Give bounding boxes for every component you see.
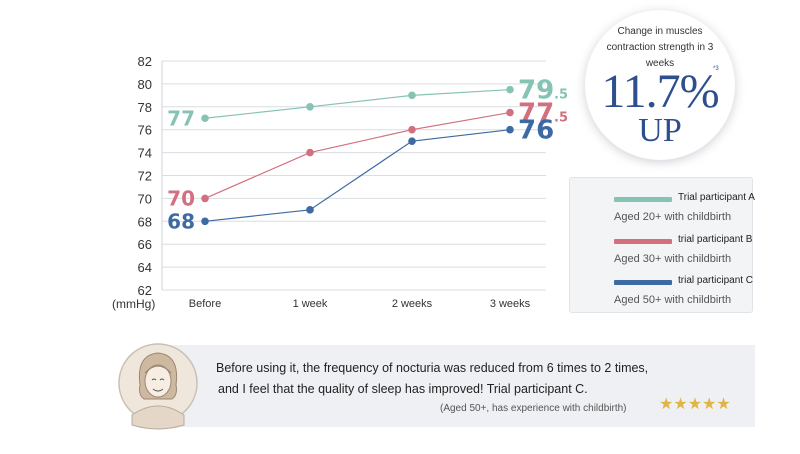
legend-swatch-c [614, 280, 672, 285]
data-point [306, 103, 314, 111]
start-value-label: 68 [167, 209, 195, 233]
y-axis-unit: (mmHg) [112, 297, 156, 311]
y-tick-label: 64 [138, 260, 152, 275]
y-tick-label: 76 [138, 123, 152, 138]
end-value-fraction: .5 [554, 88, 568, 103]
reviewer-avatar-icon [118, 343, 198, 430]
badge-direction: UP [638, 112, 682, 149]
y-tick-label: 74 [138, 146, 152, 161]
badge-percent: 11.7% [601, 65, 719, 118]
legend-swatch-b [614, 239, 672, 244]
data-point [506, 125, 514, 134]
legend-name-c: trial participant C [678, 275, 754, 286]
badge-caption: Change in muscles contraction strength i… [606, 26, 714, 69]
x-tick-label: 1 week [293, 298, 328, 310]
y-tick-label: 82 [138, 54, 152, 69]
start-value-label: 77 [167, 106, 195, 130]
testimonial-line-2: and I feel that the quality of sleep has… [218, 382, 588, 396]
legend-entry-b: trial participant B Aged 30+ with childb… [570, 231, 752, 271]
testimonial-line-1: Before using it, the frequency of noctur… [216, 361, 649, 375]
legend-entry-a: Trial participant A Aged 20+ with childb… [570, 189, 755, 229]
y-tick-label: 66 [138, 237, 152, 252]
legend-desc-c: Aged 50+ with childbirth [614, 294, 732, 306]
y-tick-label: 62 [138, 283, 152, 298]
x-tick-label: Before [189, 298, 221, 310]
data-point [201, 114, 209, 123]
end-value-label: 77 [518, 99, 554, 129]
rating-stars-icon: ★★★★★ [659, 396, 731, 413]
improvement-badge: Change in muscles contraction strength i… [585, 10, 735, 160]
x-tick-label: 2 weeks [392, 298, 433, 310]
x-tick-label: 3 weeks [490, 298, 531, 310]
data-point [506, 108, 514, 117]
data-point [201, 194, 209, 203]
end-value-label: 79 [518, 76, 554, 106]
y-tick-label: 72 [138, 169, 152, 184]
end-value-label: 76 [518, 116, 554, 146]
start-value-label: 70 [167, 186, 195, 210]
data-point [201, 217, 209, 226]
data-point [306, 206, 314, 214]
series-line-0 [204, 89, 511, 119]
testimonial-panel [165, 345, 755, 427]
data-point [408, 125, 416, 134]
chart-legend: Trial participant A Aged 20+ with childb… [569, 177, 755, 313]
y-tick-label: 80 [138, 77, 152, 92]
y-tick-label: 70 [138, 191, 152, 206]
y-tick-label: 78 [138, 100, 152, 115]
y-tick-label: 68 [138, 214, 152, 229]
legend-entry-c: trial participant C Aged 50+ with childb… [570, 272, 754, 312]
testimonial-attribution: (Aged 50+, has experience with childbirt… [440, 403, 627, 414]
data-point [306, 148, 314, 157]
legend-name-b: trial participant B [678, 234, 753, 245]
series-line-1 [204, 111, 511, 199]
legend-name-a: Trial participant A [678, 192, 755, 203]
series-line-2 [204, 129, 511, 222]
legend-desc-a: Aged 20+ with childbirth [614, 211, 732, 223]
data-point [408, 137, 416, 145]
badge-footnote: *3 [713, 66, 719, 72]
data-point [506, 85, 514, 94]
data-point [408, 91, 416, 100]
end-value-fraction: .5 [554, 111, 568, 126]
legend-swatch-a [614, 197, 672, 202]
legend-desc-b: Aged 30+ with childbirth [614, 253, 732, 265]
